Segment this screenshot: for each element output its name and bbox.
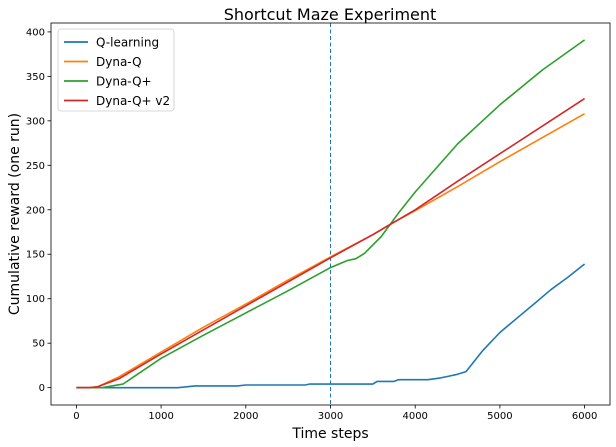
x-tick-label-2: 2000 [233, 411, 258, 422]
x-tick-label-3: 3000 [318, 411, 343, 422]
x-tick-label-5: 5000 [487, 411, 512, 422]
y-tick-label-4: 200 [26, 205, 45, 216]
y-tick-label-1: 50 [32, 339, 45, 350]
series-line-3 [76, 97, 586, 389]
legend-label-3: Dyna-Q+ v2 [96, 94, 170, 108]
series-line-2 [76, 39, 586, 389]
legend-label-0: Q-learning [96, 36, 159, 50]
x-tick-label-1: 1000 [148, 411, 173, 422]
y-tick-label-7: 350 [26, 72, 45, 83]
x-axis-label: Time steps [291, 426, 368, 442]
y-tick-label-6: 300 [26, 116, 45, 127]
y-tick-label-5: 250 [26, 161, 45, 172]
series-line-1 [76, 113, 585, 389]
x-tick-label-0: 0 [73, 411, 79, 422]
legend-box [57, 28, 175, 112]
x-tick-label-6: 6000 [572, 411, 597, 422]
chart-title: Shortcut Maze Experiment [224, 5, 437, 24]
y-tick-label-0: 0 [39, 383, 45, 394]
legend-label-2: Dyna-Q+ [96, 75, 152, 89]
y-axis-label: Cumulative reward (one run) [7, 113, 23, 315]
y-tick-label-3: 150 [26, 250, 45, 261]
legend-label-1: Dyna-Q [96, 55, 142, 69]
legend: Q-learning Dyna-Q Dyna-Q+ Dyna-Q+ v2 [57, 28, 175, 112]
x-tick-label-4: 4000 [402, 411, 427, 422]
y-tick-label-2: 100 [26, 294, 45, 305]
series-line-0 [76, 263, 586, 389]
y-tick-label-8: 400 [26, 27, 45, 38]
